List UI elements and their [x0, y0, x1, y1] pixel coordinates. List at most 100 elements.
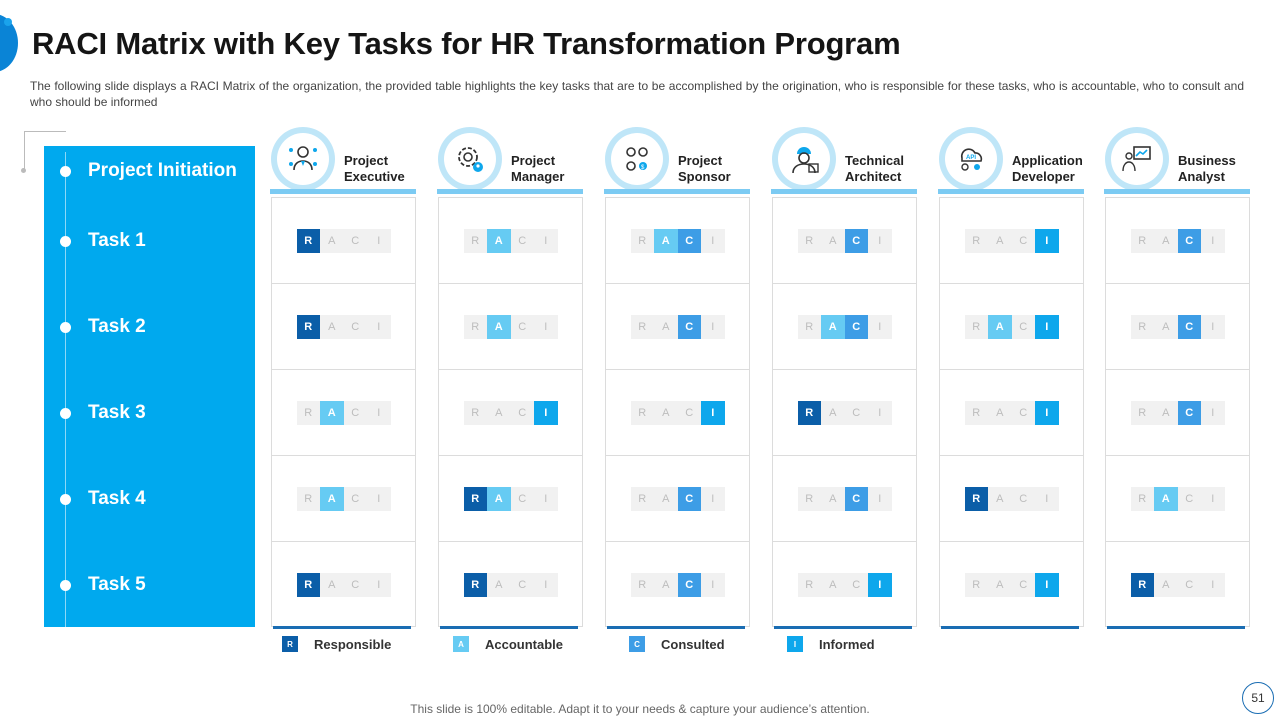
page-title: RACI Matrix with Key Tasks for HR Transf… — [32, 26, 901, 61]
svg-text:API: API — [966, 155, 976, 161]
task-item-3: Task 3 — [60, 398, 146, 428]
legend-accountable: A Accountable — [453, 636, 563, 652]
raci-letter-c: C — [343, 314, 367, 339]
raci-letter-c: C — [1011, 228, 1035, 253]
raci-letter-a: A — [320, 573, 344, 597]
raci-letter-c: C — [844, 573, 868, 597]
raci-letter-i: I — [1035, 314, 1059, 339]
raci-letter-r: R — [630, 314, 654, 339]
role-header: Project Manager — [437, 126, 583, 194]
role-name-line1: Technical — [845, 153, 905, 168]
raci-letter-r: R — [1130, 573, 1154, 597]
raci-letter-a: A — [821, 314, 845, 339]
legend-responsible: R Responsible — [282, 636, 391, 652]
role-footer-bar — [273, 626, 411, 629]
role-name-line1: Application — [1012, 153, 1083, 168]
raci-letter-i: I — [1035, 228, 1059, 253]
raci-letter-i: I — [367, 314, 391, 339]
raci-letter-i: I — [701, 228, 725, 253]
role-name-line1: Project — [344, 153, 389, 168]
raci-letter-c: C — [510, 573, 534, 597]
raci-letter-a: A — [988, 400, 1012, 425]
raci-letter-c: C — [677, 228, 701, 253]
raci-letter-c: C — [1177, 486, 1201, 511]
raci-letter-r: R — [463, 573, 487, 597]
bullet-dot — [60, 165, 71, 177]
manager-gear-icon — [444, 133, 496, 185]
raci-letter-i: I — [1201, 486, 1225, 511]
role-underline — [938, 189, 1084, 194]
raci-letter-r: R — [964, 486, 988, 511]
raci-letter-i: I — [868, 400, 892, 425]
raci-letter-i: I — [534, 486, 558, 511]
raci-letter-c: C — [1011, 486, 1035, 511]
raci-letter-a: A — [654, 486, 678, 511]
role-column: $ Project Sponsor R A C I R A C I R A C I R A C I R A C I — [604, 126, 750, 630]
raci-letter-a: A — [487, 573, 511, 597]
role-icon-ring — [772, 127, 836, 191]
developer-api-icon: API — [945, 133, 997, 185]
executive-icon — [277, 133, 329, 185]
raci-letter-r: R — [797, 314, 821, 339]
raci-letter-c: C — [1177, 228, 1201, 253]
raci-letter-c: C — [1177, 573, 1201, 597]
legend-swatch: R — [282, 636, 298, 652]
legend-label: Accountable — [485, 636, 564, 652]
raci-letter-i: I — [534, 228, 558, 253]
task-item-4: Task 4 — [60, 484, 146, 514]
role-name: Application Developer — [1012, 153, 1084, 185]
task-label: Task 2 — [88, 316, 146, 337]
raci-letter-a: A — [988, 486, 1012, 511]
raci-letter-a: A — [320, 228, 344, 253]
raci-letter-i: I — [1201, 314, 1225, 339]
role-column: Business Analyst R A C I R A C I R A C I R A C I R A C I — [1104, 126, 1250, 630]
raci-letter-a: A — [1154, 228, 1178, 253]
raci-letter-c: C — [510, 314, 534, 339]
raci-letter-a: A — [320, 400, 344, 425]
role-icon-ring — [271, 127, 335, 191]
bullet-dot — [60, 407, 71, 419]
raci-letter-c: C — [343, 486, 367, 511]
role-column: API Application Developer R A C I R A C I R A C I R A C I R… — [938, 126, 1084, 630]
task-item-5: Task 5 — [60, 570, 146, 600]
role-name-line2: Analyst — [1178, 169, 1225, 184]
role-icon-ring — [438, 127, 502, 191]
role-name-line2: Architect — [845, 169, 902, 184]
raci-letter-c: C — [677, 314, 701, 339]
role-header: Business Analyst — [1104, 126, 1250, 194]
raci-letter-r: R — [797, 486, 821, 511]
raci-letter-r: R — [296, 228, 320, 253]
raci-letter-i: I — [1035, 486, 1059, 511]
legend-label: Consulted — [661, 636, 725, 652]
role-underline — [604, 189, 750, 194]
raci-letter-c: C — [510, 486, 534, 511]
role-name: Project Executive — [344, 153, 416, 185]
raci-letter-c: C — [844, 314, 868, 339]
raci-letter-r: R — [296, 573, 320, 597]
raci-letter-i: I — [868, 228, 892, 253]
raci-letter-i: I — [701, 400, 725, 425]
corner-decoration-dot — [4, 18, 12, 26]
footer-note: This slide is 100% editable. Adapt it to… — [410, 702, 870, 716]
task-item-initiation: Project Initiation — [60, 156, 237, 186]
